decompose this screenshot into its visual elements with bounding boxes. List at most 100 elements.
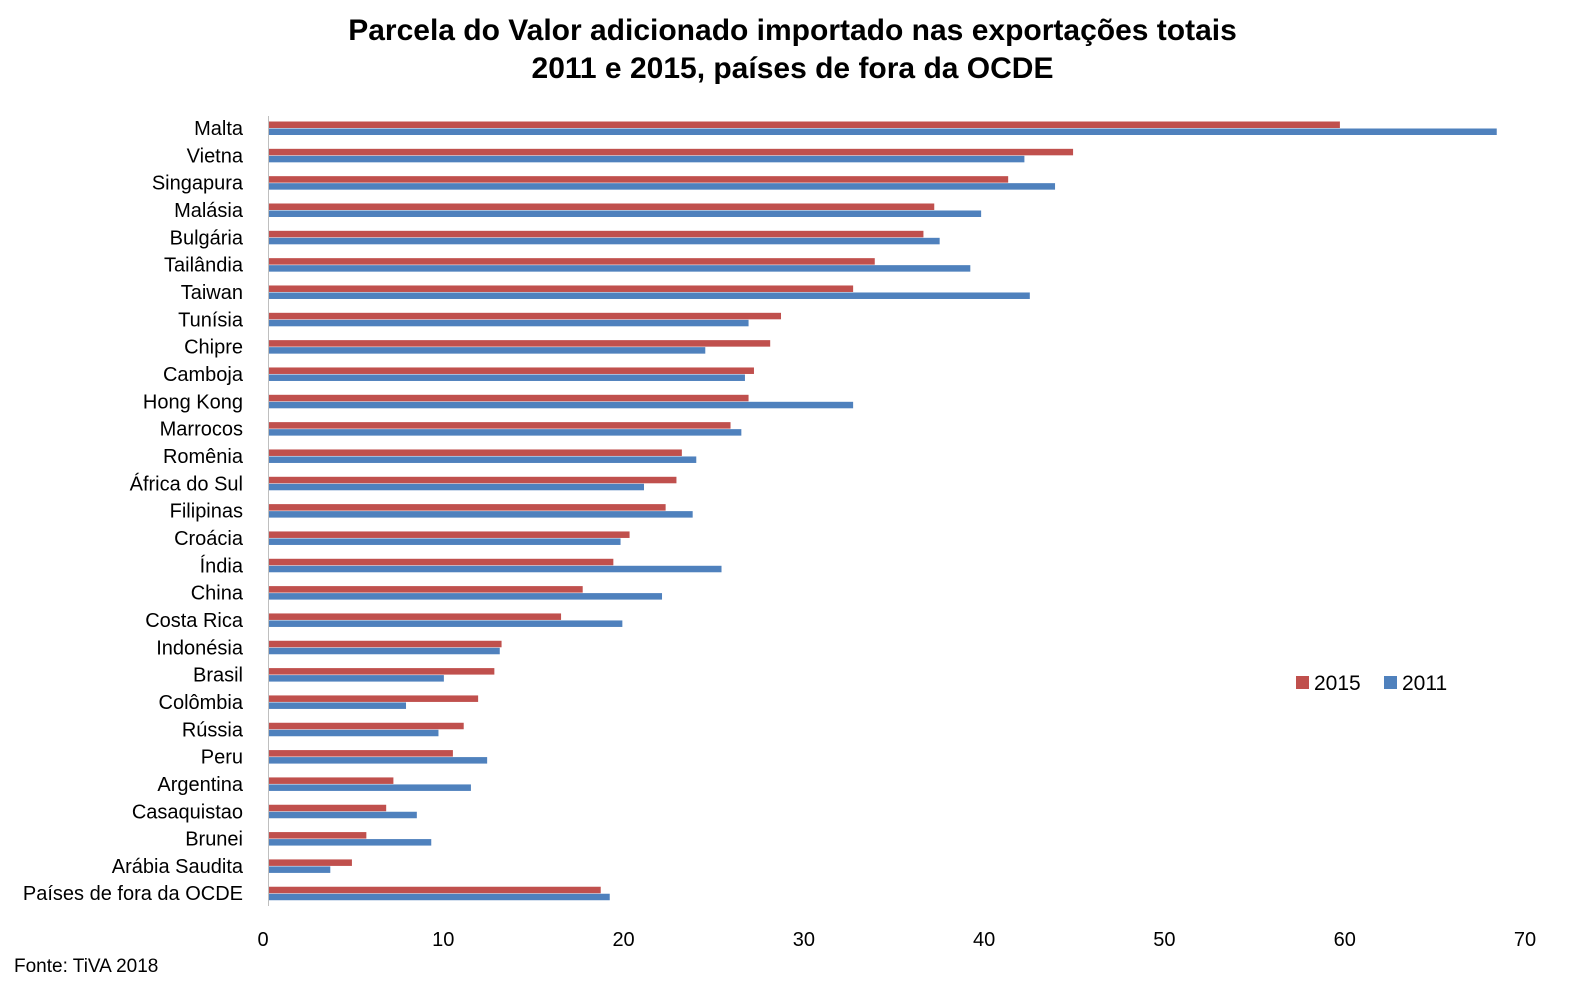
bar-2015-0	[269, 121, 1340, 128]
bar-2015-20	[269, 668, 495, 675]
category-label: Singapura	[152, 173, 244, 195]
bar-2011-9	[269, 374, 745, 381]
bar-2015-15	[269, 531, 630, 538]
x-tick-label: 40	[973, 929, 995, 951]
category-label: Países de fora da OCDE	[23, 883, 243, 905]
bar-2011-28	[269, 893, 610, 901]
bar-2015-19	[269, 640, 502, 648]
bar-2011-14	[269, 511, 693, 518]
x-tick-label: 70	[1514, 929, 1536, 951]
category-label: Tailândia	[164, 255, 244, 277]
bar-2015-6	[269, 285, 854, 292]
category-label: Malta	[194, 118, 244, 140]
category-label: Chipre	[184, 337, 243, 359]
category-label: Hong Kong	[143, 391, 243, 413]
x-tick-label: 0	[257, 929, 268, 951]
category-label: Tunísia	[178, 309, 244, 331]
bar-2015-14	[269, 504, 666, 511]
bar-2015-17	[269, 586, 583, 593]
category-label: Colômbia	[159, 692, 244, 714]
bar-2011-0	[269, 128, 1497, 135]
bar-2011-8	[269, 347, 706, 354]
bar-2011-6	[269, 292, 1030, 299]
bar-2011-21	[269, 702, 407, 709]
bar-2011-18	[269, 620, 623, 627]
category-label: Indonésia	[156, 637, 244, 659]
bar-2015-1	[269, 148, 1074, 156]
x-tick-label: 30	[793, 929, 815, 951]
category-label: Brasil	[193, 665, 243, 687]
bar-2011-15	[269, 538, 621, 545]
category-label: Taiwan	[181, 282, 243, 304]
legend-label-2011: 2011	[1402, 672, 1447, 695]
bar-2011-26	[269, 839, 432, 846]
bar-2011-2	[269, 183, 1056, 190]
x-axis: 0 10 20 30 40 50 60 70	[257, 116, 1536, 951]
category-label: Vietna	[187, 145, 244, 167]
category-label: África do Sul	[130, 472, 243, 495]
bar-2011-11	[269, 429, 742, 436]
category-label: Croácia	[174, 528, 244, 550]
bar-2011-16	[269, 565, 722, 573]
bar-2015-3	[269, 203, 935, 210]
category-label: Arábia Saudita	[112, 856, 244, 878]
bar-2011-23	[269, 757, 488, 764]
bar-2015-25	[269, 804, 387, 812]
bar-2015-21	[269, 695, 479, 702]
bar-2015-22	[269, 722, 464, 730]
bar-2011-7	[269, 319, 749, 327]
bar-2015-23	[269, 750, 453, 757]
bar-2015-8	[269, 340, 771, 347]
bar-2015-11	[269, 422, 731, 429]
bar-2015-26	[269, 832, 367, 839]
bar-2015-4	[269, 230, 924, 238]
bar-2011-13	[269, 483, 644, 491]
bar-2015-24	[269, 777, 394, 784]
bar-2011-25	[269, 811, 417, 819]
bar-2015-9	[269, 367, 754, 374]
bar-2015-27	[269, 859, 352, 866]
bar-2011-17	[269, 593, 663, 600]
bar-2015-7	[269, 312, 782, 320]
category-label: China	[191, 583, 244, 605]
category-label: Rússia	[182, 719, 244, 741]
legend-label-2015: 2015	[1314, 672, 1361, 695]
category-labels: Malta Vietna Singapura Malásia Bulgária Tailâ…	[23, 118, 244, 905]
bar-2011-10	[269, 401, 854, 409]
bar-2015-28	[269, 886, 601, 894]
x-tick-label: 50	[1153, 929, 1175, 951]
legend-swatch-2015	[1296, 676, 1309, 689]
bar-2011-1	[269, 155, 1025, 163]
chart-title-line1: Parcela do Valor adicionado importado na…	[348, 14, 1237, 47]
category-label: Filipinas	[170, 501, 243, 523]
bar-2015-16	[269, 558, 614, 566]
category-label: Romênia	[163, 446, 244, 468]
bar-2011-3	[269, 210, 982, 217]
category-label: Malásia	[174, 200, 244, 222]
chart-title-line2: 2011 e 2015, países de fora da OCDE	[531, 52, 1054, 85]
legend-swatch-2011	[1384, 676, 1397, 689]
bar-2011-20	[269, 675, 444, 682]
chart-title: Parcela do Valor adicionado importado na…	[0, 12, 1585, 88]
category-label: Argentina	[157, 774, 243, 796]
bar-2011-19	[269, 647, 500, 655]
bar-2011-24	[269, 784, 471, 791]
bar-2011-12	[269, 456, 697, 463]
category-label: Marrocos	[160, 419, 243, 441]
bar-2011-27	[269, 866, 331, 873]
bar-2015-10	[269, 394, 749, 402]
category-label: Brunei	[185, 829, 243, 851]
category-label: Casaquistao	[132, 801, 243, 823]
x-tick-label: 20	[612, 929, 634, 951]
category-label: Índia	[200, 554, 244, 577]
bars-layer	[269, 121, 1497, 901]
category-label: Peru	[201, 747, 243, 769]
x-tick-label: 10	[432, 929, 454, 951]
bar-2015-13	[269, 476, 677, 484]
legend: 2015 2011	[1296, 672, 1447, 695]
bar-2011-4	[269, 237, 940, 245]
bar-2015-12	[269, 449, 682, 456]
bar-2011-22	[269, 729, 439, 737]
bar-2015-18	[269, 613, 562, 620]
